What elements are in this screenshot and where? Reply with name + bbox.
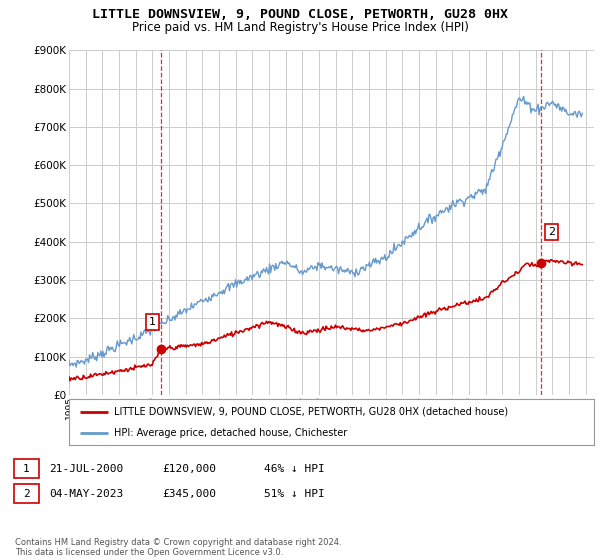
Text: 1: 1 <box>23 464 30 474</box>
Text: 2: 2 <box>548 227 555 237</box>
Text: 1: 1 <box>149 317 156 327</box>
Text: 51% ↓ HPI: 51% ↓ HPI <box>264 489 325 499</box>
Text: LITTLE DOWNSVIEW, 9, POUND CLOSE, PETWORTH, GU28 0HX: LITTLE DOWNSVIEW, 9, POUND CLOSE, PETWOR… <box>92 8 508 21</box>
Text: HPI: Average price, detached house, Chichester: HPI: Average price, detached house, Chic… <box>113 428 347 438</box>
Text: LITTLE DOWNSVIEW, 9, POUND CLOSE, PETWORTH, GU28 0HX (detached house): LITTLE DOWNSVIEW, 9, POUND CLOSE, PETWOR… <box>113 407 508 417</box>
Text: Price paid vs. HM Land Registry's House Price Index (HPI): Price paid vs. HM Land Registry's House … <box>131 21 469 34</box>
Text: 2: 2 <box>23 489 30 499</box>
Text: Contains HM Land Registry data © Crown copyright and database right 2024.
This d: Contains HM Land Registry data © Crown c… <box>15 538 341 557</box>
Text: £345,000: £345,000 <box>162 489 216 499</box>
Text: 04-MAY-2023: 04-MAY-2023 <box>49 489 124 499</box>
Text: 21-JUL-2000: 21-JUL-2000 <box>49 464 124 474</box>
Text: £120,000: £120,000 <box>162 464 216 474</box>
Text: 46% ↓ HPI: 46% ↓ HPI <box>264 464 325 474</box>
